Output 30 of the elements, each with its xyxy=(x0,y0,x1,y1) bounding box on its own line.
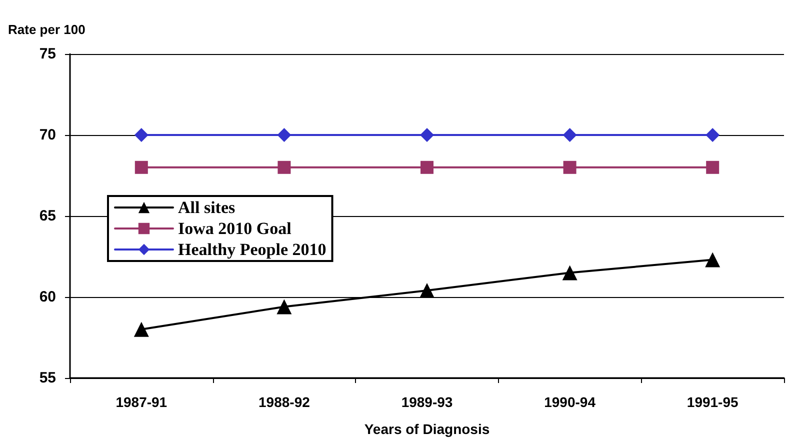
x-tick-label: 1988-92 xyxy=(258,394,310,410)
point xyxy=(420,283,434,298)
point xyxy=(134,128,148,142)
y-tick-label: 65 xyxy=(39,208,56,224)
point xyxy=(277,128,292,142)
point xyxy=(134,322,149,337)
point xyxy=(706,128,720,142)
point xyxy=(563,160,576,174)
point xyxy=(276,299,292,314)
y-tick-label: 75 xyxy=(39,46,56,62)
y-tick-label: 70 xyxy=(39,126,56,144)
x-tick-label: 1987-91 xyxy=(116,394,168,410)
x-tick-label: 1991-95 xyxy=(686,394,738,410)
point xyxy=(706,160,720,174)
point xyxy=(420,128,434,142)
point xyxy=(134,160,148,174)
point xyxy=(562,128,577,142)
x-tick-label: 1989-93 xyxy=(401,394,453,410)
y-tick-label: 55 xyxy=(39,370,56,386)
x-tick-label: 1990-94 xyxy=(544,394,596,410)
x-axis-title: Years of Diagnosis xyxy=(364,421,490,437)
point xyxy=(562,265,578,280)
point xyxy=(705,252,720,268)
legend-label: Iowa 2010 Goal xyxy=(178,219,292,238)
point xyxy=(420,160,434,174)
point xyxy=(278,160,291,174)
legend-label: All sites xyxy=(178,198,236,217)
legend-label: Healthy People 2010 xyxy=(178,240,326,259)
y-tick-label: 60 xyxy=(39,288,56,306)
y-axis-title: Rate per 100 xyxy=(8,22,86,37)
